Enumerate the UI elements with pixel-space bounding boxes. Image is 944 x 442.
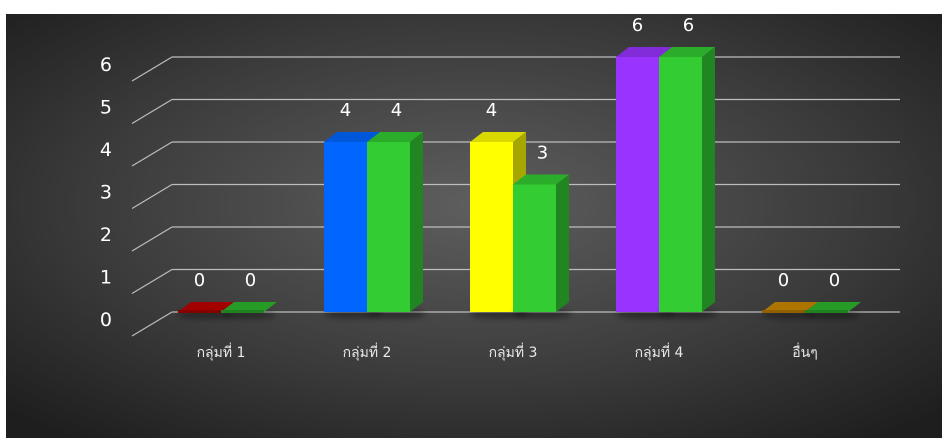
gridline-side (131, 311, 173, 337)
y-tick-label: 3 (100, 182, 112, 204)
gridline-side (131, 183, 173, 210)
x-axis-ticks: กลุ่มที่ 1 กลุ่มที่ 2 กลุ่มที่ 3 กลุ่มที่ 4… (197, 343, 818, 361)
top-band (0, 0, 944, 14)
gridline-side (131, 226, 173, 252)
y-tick-label: 1 (100, 267, 112, 289)
data-label: 0 (778, 270, 789, 291)
y-axis-ticks: 0 1 2 3 4 5 6 (100, 54, 112, 331)
data-labels: 0 0 4 4 4 3 6 6 0 0 (194, 15, 840, 291)
gridline-side (131, 141, 173, 167)
bar (367, 132, 426, 319)
bar (659, 47, 718, 319)
y-tick-label: 5 (100, 97, 112, 119)
gridline-side (131, 268, 173, 295)
bar (178, 302, 234, 319)
data-label: 0 (194, 270, 205, 291)
bar (513, 174, 572, 319)
y-tick-label: 2 (100, 224, 112, 246)
gridline-side (131, 56, 173, 82)
x-tick-label: กลุ่มที่ 1 (197, 343, 246, 361)
bar (805, 302, 861, 319)
y-tick-label: 4 (100, 139, 112, 161)
data-label: 0 (829, 270, 840, 291)
y-tick-label: 6 (100, 54, 112, 76)
data-label: 4 (340, 100, 351, 121)
data-label: 6 (683, 15, 694, 36)
bar (762, 302, 818, 319)
data-label: 3 (537, 143, 548, 164)
y-tick-label: 0 (100, 309, 112, 331)
x-tick-label: กลุ่มที่ 4 (635, 343, 684, 361)
data-label: 6 (632, 15, 643, 36)
data-label: 0 (245, 270, 256, 291)
x-tick-label: กลุ่มที่ 2 (343, 343, 392, 361)
data-label: 4 (391, 100, 402, 121)
bars (178, 47, 861, 319)
x-tick-label: กลุ่มที่ 3 (489, 343, 538, 361)
x-tick-label: อื่นๆ (792, 343, 818, 361)
gridline-side (131, 98, 173, 125)
data-label: 4 (486, 100, 497, 121)
bar (221, 302, 277, 319)
